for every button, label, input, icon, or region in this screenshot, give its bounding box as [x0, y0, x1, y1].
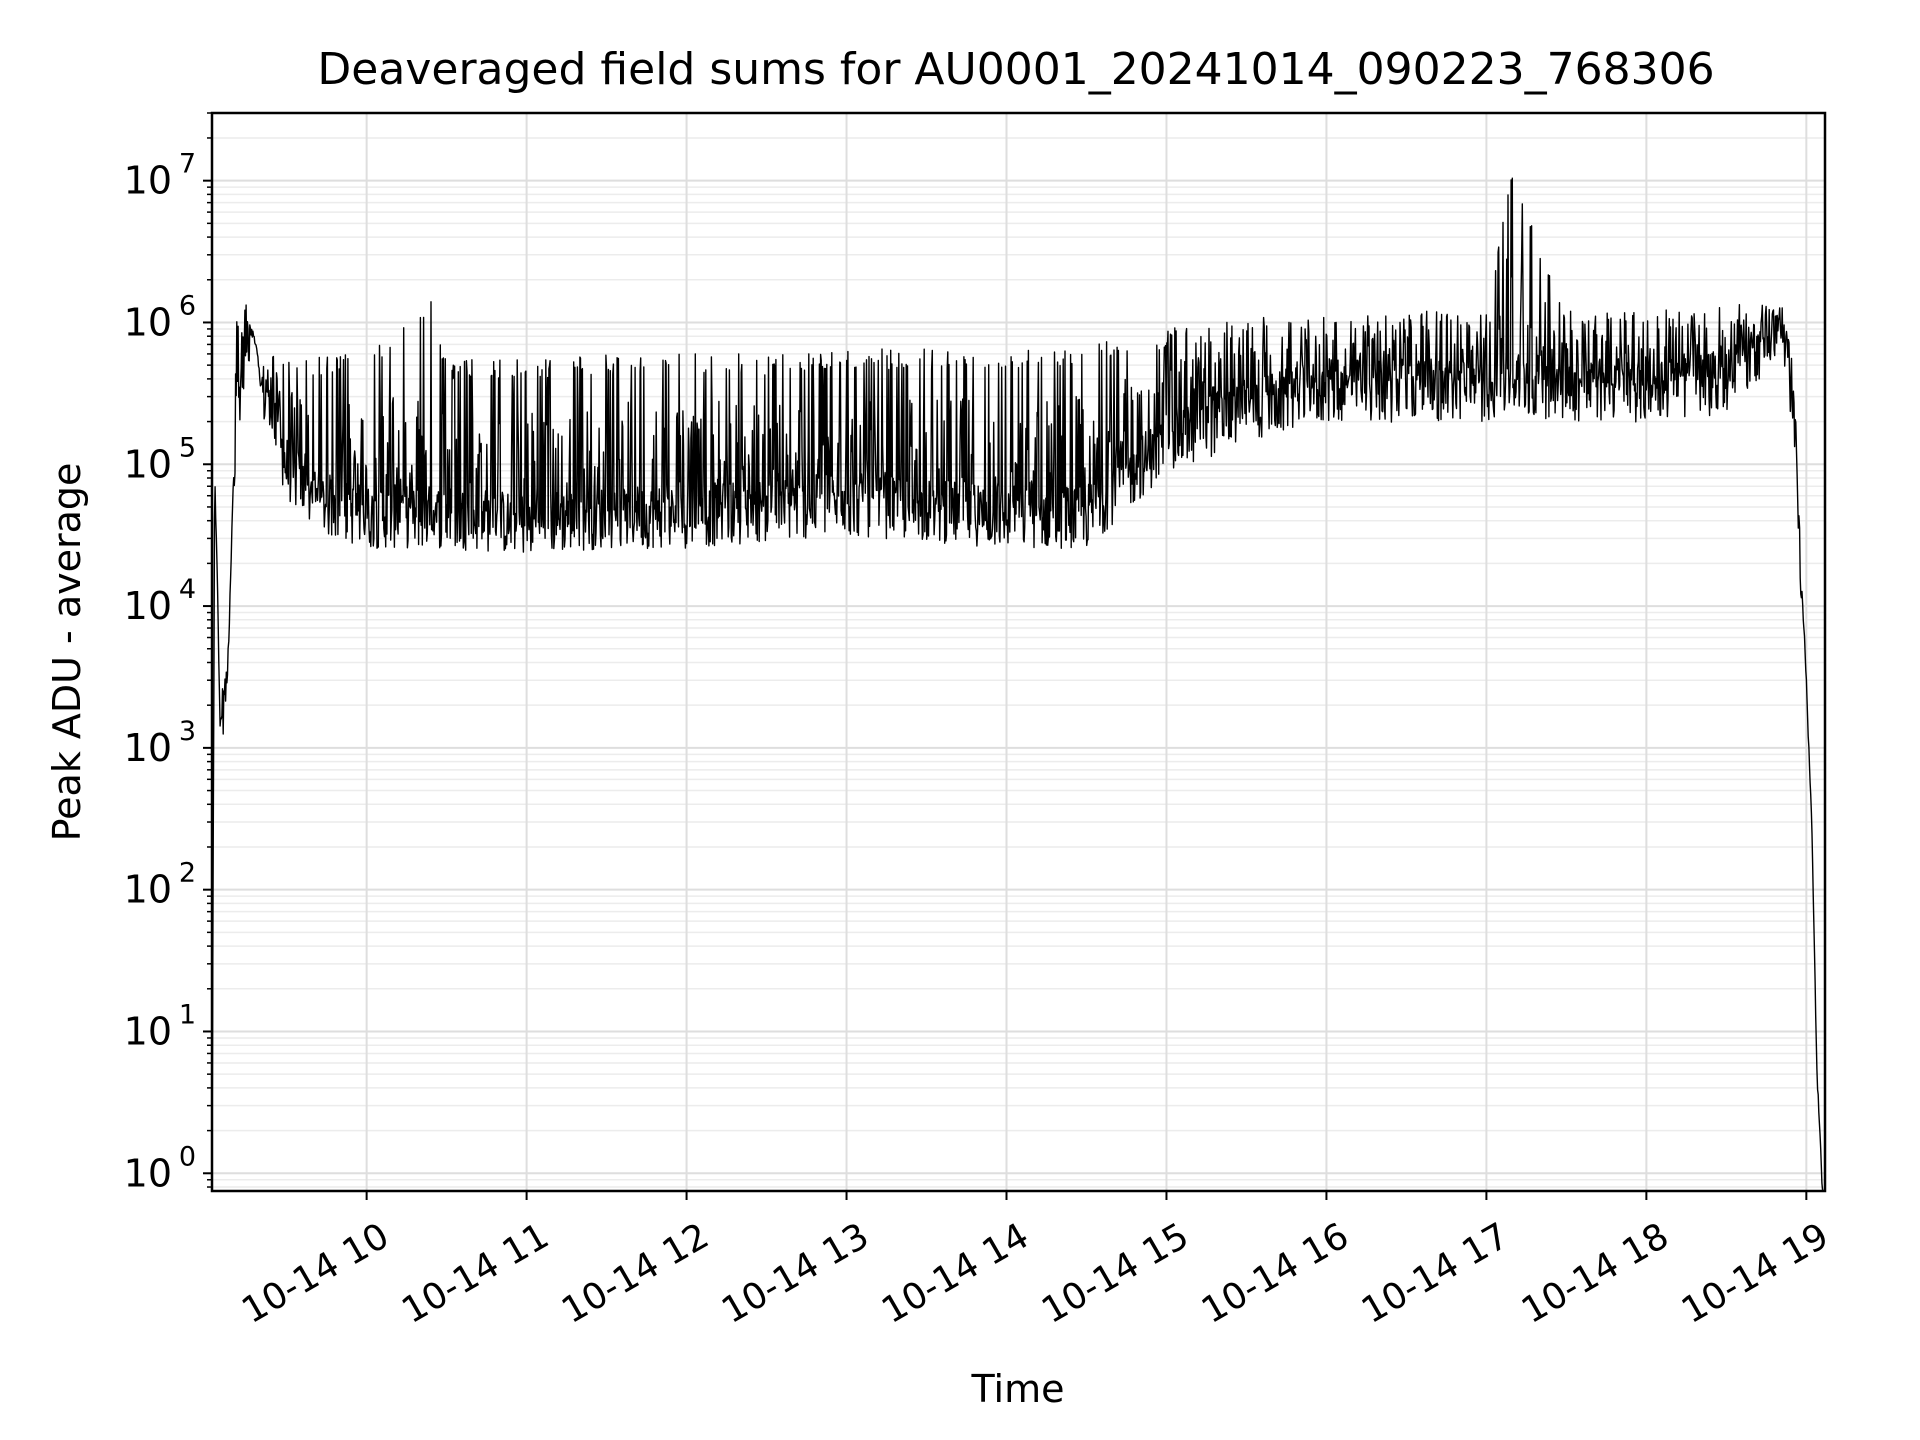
y-tick-exponent: 3 [179, 716, 196, 747]
y-tick-label: 10 [124, 300, 172, 344]
grid [212, 112, 1825, 1191]
x-axis-label: Time [971, 1367, 1065, 1411]
series-line [212, 177, 1825, 1191]
y-tick-label: 10 [124, 868, 172, 912]
y-tick-exponent: 7 [179, 149, 196, 180]
plot-area [212, 177, 1825, 1191]
axes-frame [210, 111, 1827, 1193]
y-tick-label: 10 [124, 1009, 172, 1053]
y-tick-exponent: 4 [179, 574, 196, 605]
y-tick-exponent: 6 [179, 290, 196, 321]
y-axis-label: Peak ADU - average [45, 463, 89, 842]
y-tick-exponent: 5 [179, 432, 196, 463]
y-tick-label: 10 [124, 1151, 172, 1195]
y-tick-label: 10 [124, 726, 172, 770]
y-tick-exponent: 2 [179, 858, 196, 889]
y-tick-label: 10 [124, 584, 172, 628]
y-tick-exponent: 0 [179, 1141, 196, 1172]
y-tick-label: 10 [124, 442, 172, 486]
chart-title: Deaveraged field sums for AU0001_2024101… [317, 44, 1714, 95]
y-tick-exponent: 1 [179, 999, 196, 1030]
y-tick-label: 10 [124, 159, 172, 203]
